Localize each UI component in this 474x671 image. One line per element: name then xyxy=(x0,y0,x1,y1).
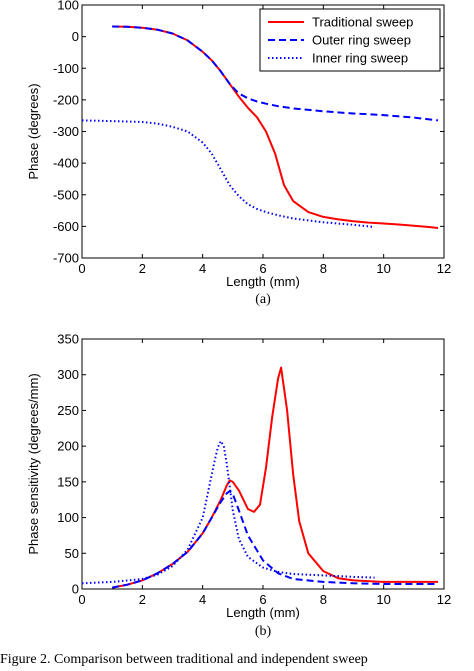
x-tick-label: 4 xyxy=(199,592,206,607)
series-group xyxy=(82,25,439,229)
y-tick-label: 100 xyxy=(57,510,79,525)
y-tick-label: -300 xyxy=(53,124,79,139)
x-tick-label: 10 xyxy=(376,592,390,607)
legend: Traditional sweep Outer ring sweep Inner r… xyxy=(259,8,441,72)
y-tick-label: -100 xyxy=(53,61,79,76)
x-tick-label: 2 xyxy=(139,592,146,607)
x-axis-label: Length (mm) xyxy=(226,605,300,620)
legend-entry: Outer ring sweep xyxy=(312,33,411,48)
y-tick-label: 250 xyxy=(57,403,79,418)
figure: 0 2 4 6 8 10 12 -700 -600 -500 -400 -300 -200 -100 0 10… xyxy=(26,0,451,640)
y-tick-label: 0 xyxy=(72,582,79,597)
y-axis-label: Phase sensitivity (degrees/mm) xyxy=(26,373,41,554)
series-line-dashed xyxy=(112,25,439,122)
series-group xyxy=(82,366,438,589)
x-tick-label: 10 xyxy=(376,261,390,276)
x-tick-label: 4 xyxy=(199,261,206,276)
x-tick-label: 0 xyxy=(78,261,85,276)
y-tick-label: -700 xyxy=(53,251,79,266)
x-tick-label: 0 xyxy=(78,592,85,607)
y-tick-label: 300 xyxy=(57,367,79,382)
y-tick-label: -600 xyxy=(53,219,79,234)
x-tick-label: 6 xyxy=(259,592,266,607)
series-line-dashed xyxy=(112,490,438,589)
panel-label: (a) xyxy=(255,292,271,307)
chart-panel-b: 0 2 4 6 8 10 12 0 50 100 150 200 250 300 350 Length (mm… xyxy=(26,332,451,640)
series-line-dotted xyxy=(82,440,375,585)
figure-caption: Figure 2. Comparison between traditional… xyxy=(0,652,368,667)
y-tick-label: -200 xyxy=(53,92,79,107)
legend-entry: Inner ring sweep xyxy=(312,51,408,66)
x-tick-label: 8 xyxy=(320,592,327,607)
y-tick-label: 150 xyxy=(57,474,79,489)
y-tick-label: 200 xyxy=(57,439,79,454)
y-axis-label: Phase (degrees) xyxy=(26,83,41,179)
x-axis-label: Length (mm) xyxy=(226,274,300,289)
y-tick-label: -400 xyxy=(53,156,79,171)
chart-panel-a: 0 2 4 6 8 10 12 -700 -600 -500 -400 -300 -200 -100 0 10… xyxy=(26,0,451,307)
y-tick-label: 100 xyxy=(57,0,79,13)
x-tick-label: 12 xyxy=(437,261,451,276)
x-tick-label: 2 xyxy=(139,261,146,276)
legend-entry: Traditional sweep xyxy=(312,15,413,30)
panel-label: (b) xyxy=(255,624,272,639)
x-tick-label: 6 xyxy=(259,261,266,276)
x-tick-label: 8 xyxy=(320,261,327,276)
x-tick-label: 12 xyxy=(437,592,451,607)
y-tick-label: 0 xyxy=(72,29,79,44)
series-line-dotted xyxy=(82,119,375,228)
plot-frame xyxy=(81,338,445,590)
y-tick-label: 50 xyxy=(65,546,79,561)
y-tick-label: -500 xyxy=(53,187,79,202)
y-tick-label: 350 xyxy=(57,332,79,347)
